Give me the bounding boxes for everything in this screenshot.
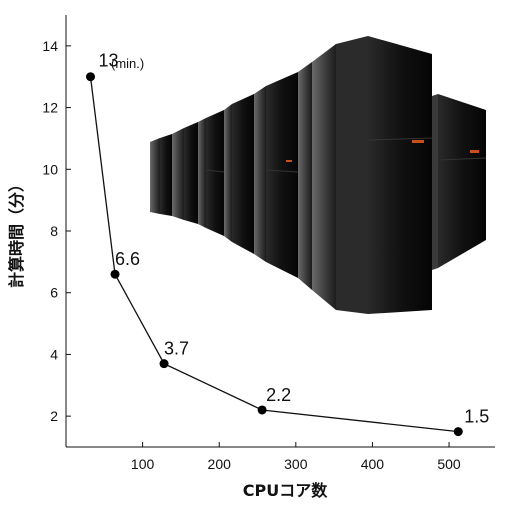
x-tick-label: 200 xyxy=(208,456,232,472)
y-tick-label: 10 xyxy=(42,161,58,177)
data-point xyxy=(257,405,267,415)
y-tick-label: 8 xyxy=(50,223,58,239)
data-point xyxy=(110,269,120,279)
x-axis-title: CPUコア数 xyxy=(243,481,328,500)
x-tick-label: 400 xyxy=(361,456,385,472)
data-label: 6.6 xyxy=(115,249,140,269)
x-tick-label: 500 xyxy=(437,456,461,472)
unit-annotation: (min.) xyxy=(111,56,144,71)
data-point xyxy=(453,427,463,437)
data-point xyxy=(159,359,169,369)
y-tick-label: 2 xyxy=(50,408,58,424)
supercomputer-racks-image xyxy=(150,36,487,314)
data-label: 3.7 xyxy=(164,339,189,359)
y-tick-label: 14 xyxy=(42,38,58,54)
y-tick-label: 12 xyxy=(42,100,58,116)
x-tick-label: 300 xyxy=(284,456,308,472)
data-points xyxy=(86,72,463,437)
data-label: 13 xyxy=(99,51,119,71)
data-label: 1.5 xyxy=(464,407,489,427)
y-tick-label: 4 xyxy=(50,346,58,362)
x-tick-label: 100 xyxy=(131,456,155,472)
x-axis-ticks: 100 200 300 400 500 xyxy=(131,442,461,472)
y-axis-title: 計算時間（分） xyxy=(7,176,26,288)
y-tick-label: 6 xyxy=(50,285,58,301)
data-point xyxy=(86,72,96,82)
data-label: 2.2 xyxy=(266,385,291,405)
y-axis-ticks: 2 4 6 8 10 12 14 xyxy=(42,38,71,424)
data-labels: 13 6.6 3.7 2.2 1.5 xyxy=(99,51,490,427)
